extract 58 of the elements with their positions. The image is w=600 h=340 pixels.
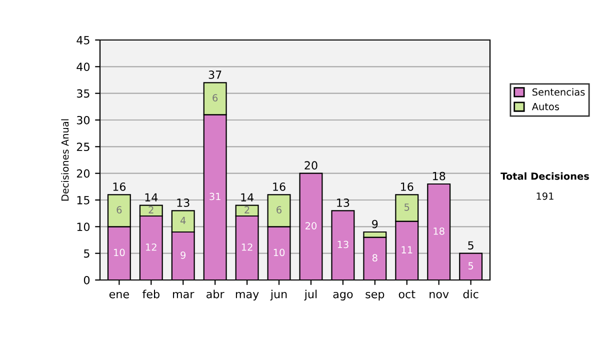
x-tick-label: jul (304, 290, 317, 300)
data-label: 5 (404, 204, 410, 211)
total-label: 37 (208, 70, 222, 79)
total-label: 13 (177, 198, 190, 207)
data-label: 12 (146, 243, 156, 251)
x-tick-label: oct (398, 290, 416, 298)
y-tick-label: 10 (77, 222, 90, 232)
data-label: 13 (338, 240, 348, 248)
x-tick-label: jun (270, 290, 287, 300)
x-tick-label: ene (109, 292, 129, 298)
legend-label: Autos (532, 103, 560, 110)
y-tick-label: 30 (76, 116, 90, 124)
y-tick-label: 45 (76, 36, 90, 44)
x-tick-label: nov (430, 292, 449, 298)
data-label: 5 (468, 262, 474, 270)
y-tick-label: 15 (77, 196, 90, 204)
y-tick-label: 25 (76, 142, 90, 152)
y-tick-label: 35 (76, 89, 90, 98)
x-tick-label: dic (463, 290, 478, 298)
data-label: 12 (242, 243, 252, 251)
total-label: 5 (468, 241, 474, 250)
total-label: 16 (401, 182, 414, 191)
y-tick-label: 40 (76, 62, 90, 72)
x-tick-label: sep (366, 292, 384, 300)
data-label: 6 (276, 206, 282, 214)
x-tick-label: feb (142, 290, 160, 298)
total-label: 18 (433, 172, 446, 180)
text: 191 (536, 192, 554, 200)
y-tick-label: 5 (84, 249, 90, 258)
total-label: 9 (372, 220, 378, 228)
total-label: 14 (241, 193, 254, 202)
y-tick-label: 0 (84, 276, 90, 284)
data-label: 4 (180, 216, 186, 224)
data-label: 31 (210, 192, 220, 200)
x-tick-label: ago (333, 292, 353, 300)
data-label: 9 (180, 251, 186, 259)
data-label: 6 (116, 206, 122, 214)
y-axis-title: Decisiones Anual (61, 119, 69, 201)
data-label: 2 (148, 206, 154, 214)
legend-label: Sentencias (532, 88, 585, 96)
data-label: 20 (306, 222, 317, 230)
total-label: 13 (337, 198, 350, 207)
total-label: 16 (273, 182, 286, 191)
data-label: 8 (372, 254, 378, 262)
x-tick-label: may (236, 292, 259, 300)
data-label: 10 (114, 248, 125, 256)
total-label: 20 (304, 161, 318, 170)
text: Total Decisiones (500, 172, 589, 180)
data-label: 18 (434, 227, 444, 235)
x-tick-label: abr (206, 290, 224, 298)
total-label: 14 (145, 193, 158, 202)
data-label: 10 (274, 248, 285, 256)
data-label: 11 (402, 246, 412, 254)
total-label: 16 (113, 182, 126, 191)
data-label: 6 (212, 94, 218, 102)
x-tick-label: mar (173, 292, 194, 298)
y-tick-label: 20 (76, 169, 90, 178)
data-label: 2 (244, 206, 250, 214)
